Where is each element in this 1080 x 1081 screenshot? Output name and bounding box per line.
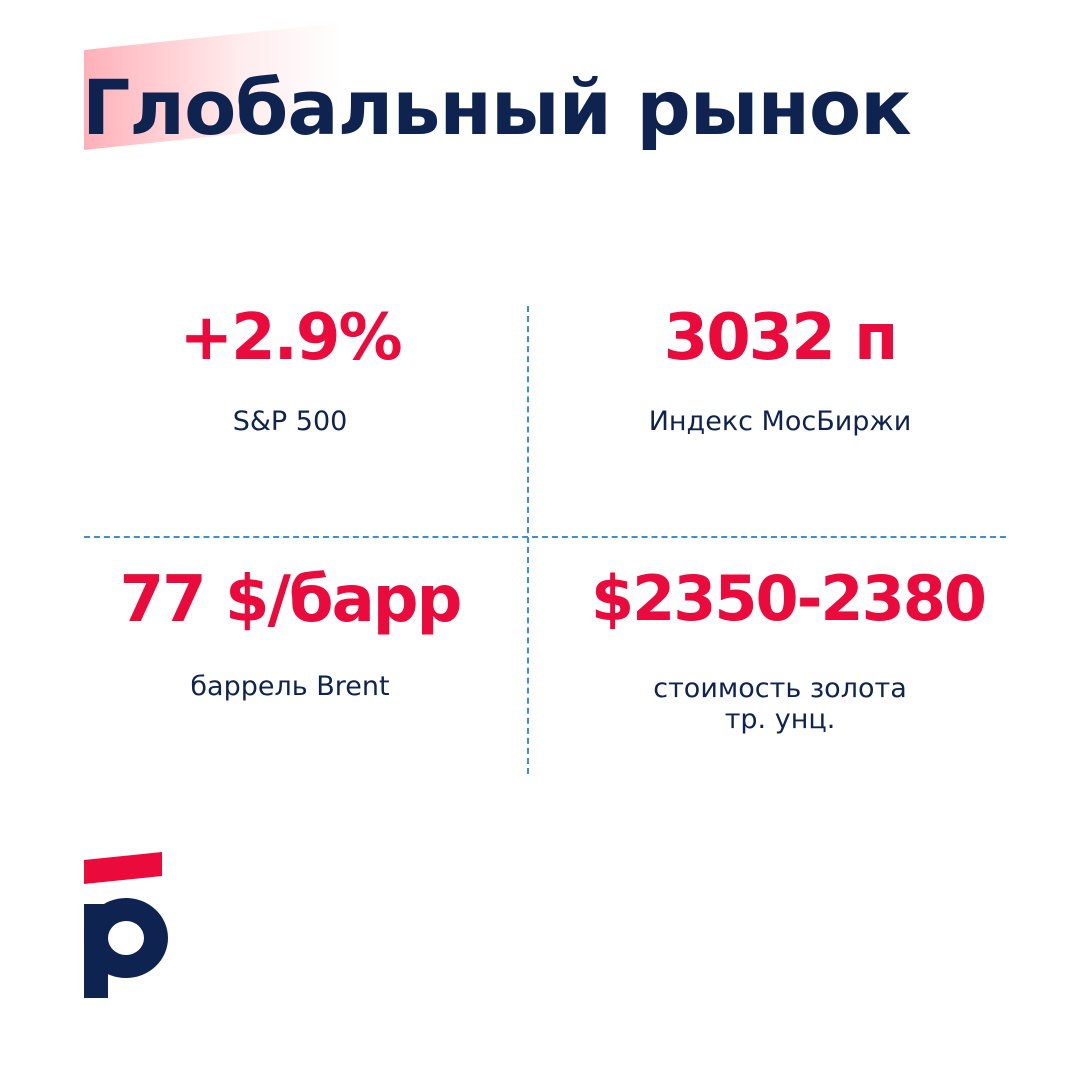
horizontal-divider [84, 536, 1006, 538]
metric-label-gold-line1: стоимость золота [653, 673, 907, 704]
metric-value-gold: $2350-2380 [591, 562, 987, 635]
metric-value-brent: 77 $/барр [119, 563, 463, 637]
metric-label-gold: стоимость золота тр. унц. [560, 673, 1000, 735]
metric-label-moex: Индекс МосБиржи [648, 406, 912, 437]
metric-value-moex: 3032 п [663, 301, 899, 375]
metric-label-brent: баррель Brent [190, 671, 390, 702]
metric-label-sp500: S&P 500 [232, 406, 348, 437]
metric-value-sp500: +2.9% [179, 301, 402, 375]
vertical-divider [527, 306, 529, 774]
page-title: Глобальный рынок [82, 63, 912, 152]
metric-label-gold-line2: тр. унц. [724, 704, 836, 735]
brand-logo-icon [84, 852, 168, 998]
